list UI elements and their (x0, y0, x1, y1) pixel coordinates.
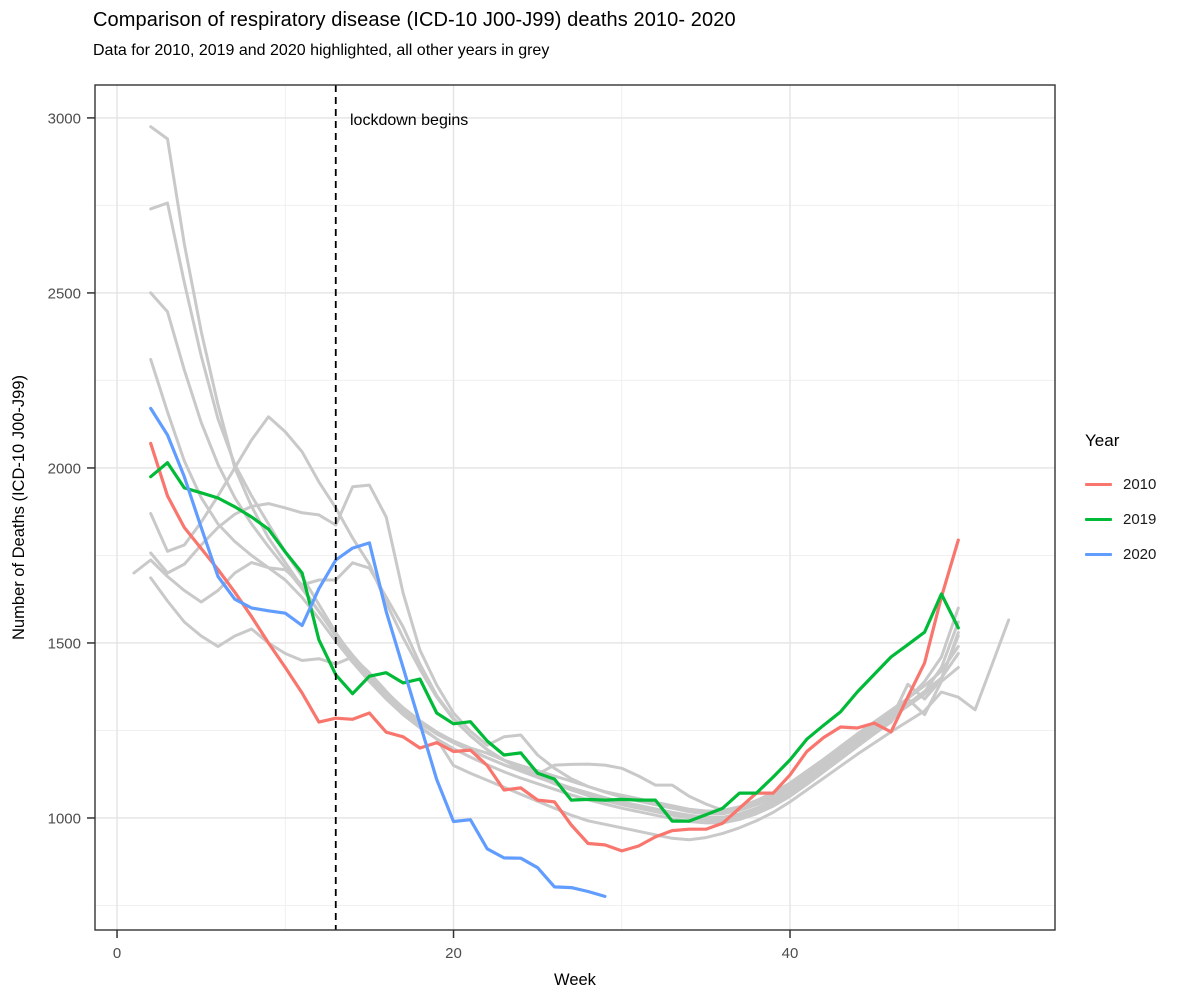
legend-label-2019: 2019 (1123, 511, 1157, 528)
series-line-grey-6 (149, 483, 960, 816)
y-axis-title: Number of Deaths (ICD-10 J00-J99) (10, 375, 28, 640)
lockdown-annotation: lockdown begins (350, 112, 469, 129)
legend-key-2010 (1085, 482, 1112, 487)
axes: 0 20 40 1000 1500 2000 2500 3000 (48, 110, 799, 962)
x-tick-label: 0 (113, 945, 121, 962)
legend-item-2010: 2010 (1085, 467, 1156, 502)
series-line-grey-8 (149, 576, 1011, 842)
y-tick-label: 2500 (48, 285, 81, 302)
legend-item-2019: 2019 (1085, 502, 1156, 537)
x-axis-title: Week (554, 971, 597, 989)
y-tick-label: 1500 (48, 635, 81, 652)
series-line-grey-7 (132, 558, 960, 812)
series-line-grey-1 (149, 125, 960, 813)
y-tick-label: 2000 (48, 460, 81, 477)
legend-key-2019 (1085, 517, 1112, 522)
legend-item-2020: 2020 (1085, 537, 1156, 572)
legend-key-2020 (1085, 552, 1112, 557)
x-tick-label: 40 (782, 945, 799, 962)
series-line-2019 (149, 461, 960, 823)
chart-title: Comparison of respiratory disease (ICD-1… (93, 9, 736, 31)
series-line-grey-4 (149, 357, 960, 825)
series-line-grey-5 (149, 415, 960, 822)
series-line-2020 (149, 406, 607, 899)
y-tick-label: 1000 (48, 810, 81, 827)
y-tick-label: 3000 (48, 110, 81, 127)
legend-label-2010: 2010 (1123, 476, 1157, 493)
x-tick-label: 20 (445, 945, 462, 962)
panel-border (94, 84, 1056, 931)
legend-label-2020: 2020 (1123, 546, 1157, 563)
legend: Year 2010 2019 2020 (1085, 431, 1156, 572)
series-line-grey-2 (149, 201, 960, 819)
gridlines (95, 85, 1055, 930)
series-line-2010 (149, 441, 960, 853)
legend-title: Year (1085, 431, 1120, 450)
series-lines (132, 125, 1011, 899)
chart-subtitle: Data for 2010, 2019 and 2020 highlighted… (93, 42, 550, 59)
